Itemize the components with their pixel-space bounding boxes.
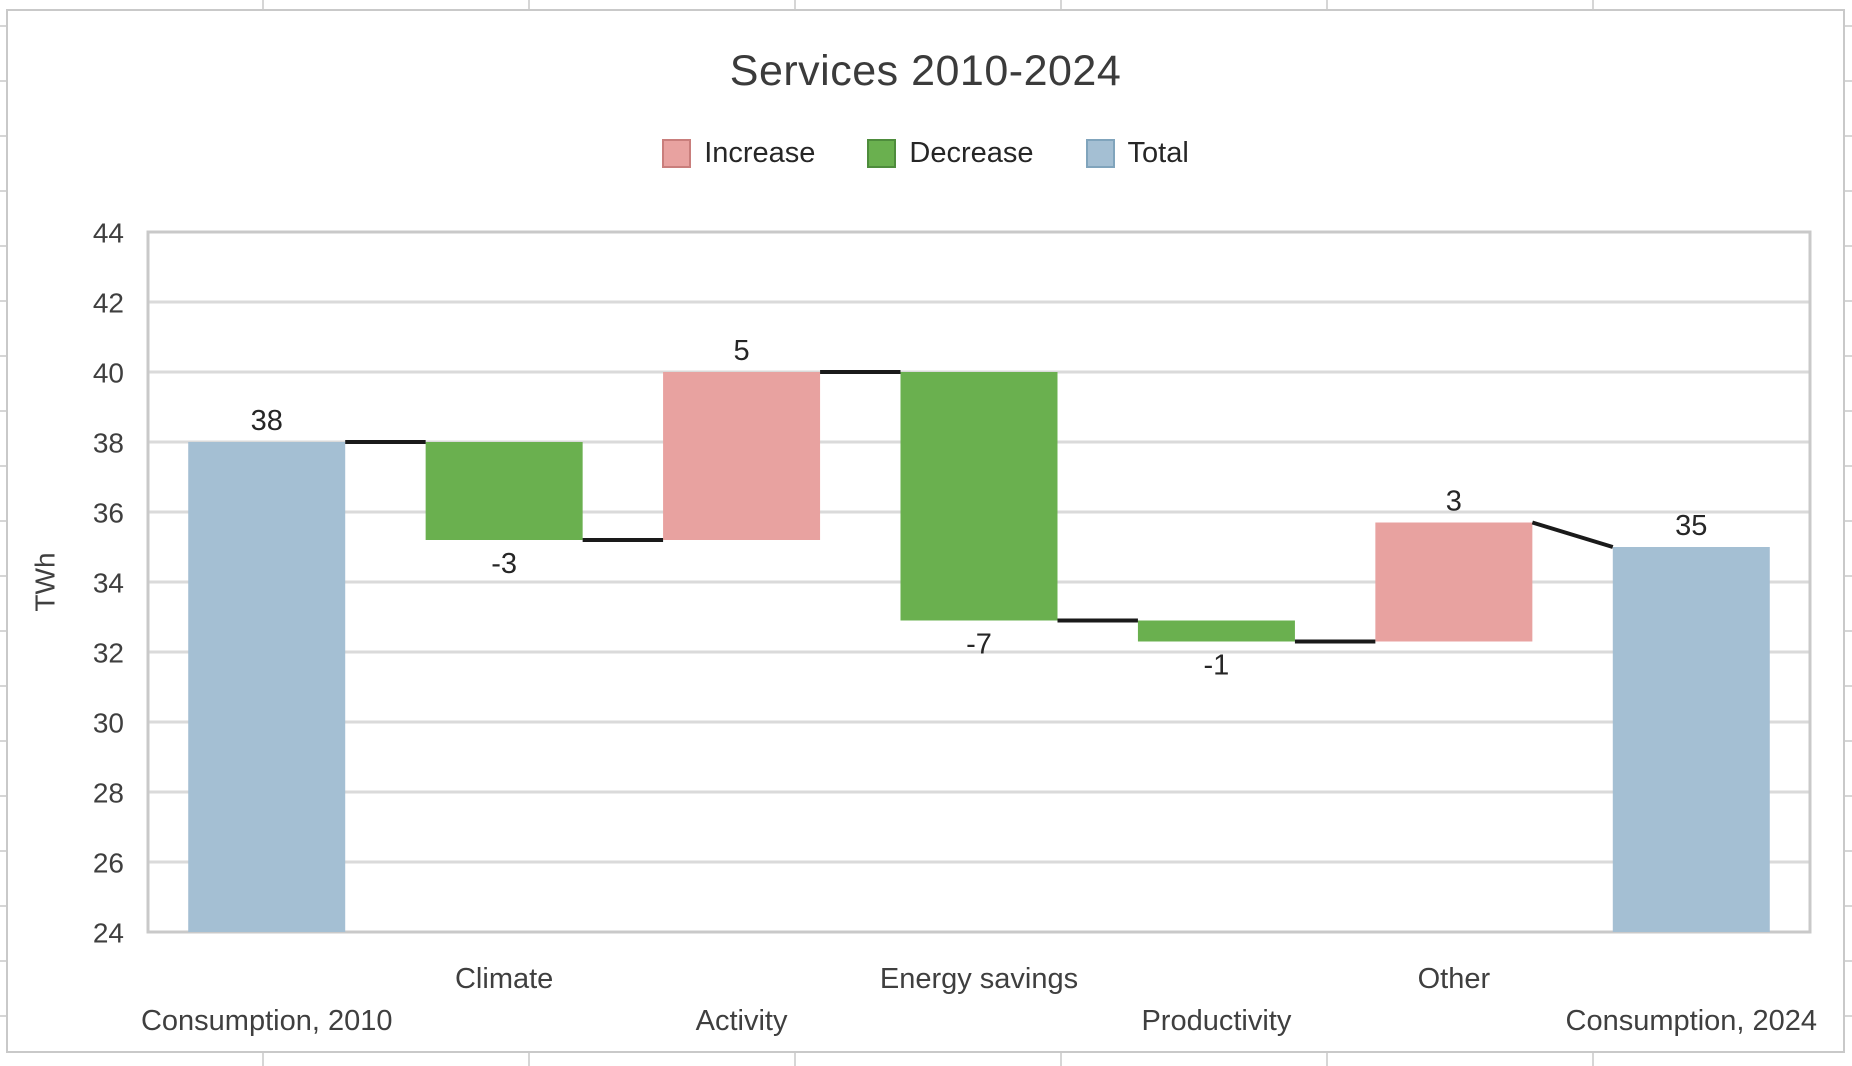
connector-line [1531, 520, 1614, 549]
legend-label-total: Total [1127, 136, 1189, 169]
x-axis-label: Activity [696, 1005, 788, 1037]
legend: Increase Decrease Total [8, 135, 1843, 171]
y-tick-label: 34 [93, 568, 124, 599]
bar-consumption-2010 [188, 442, 346, 932]
y-tick-label: 32 [93, 638, 124, 669]
y-tick-label: 36 [93, 498, 124, 529]
bar-value-label: -3 [491, 548, 517, 580]
x-axis-label: Energy savings [880, 963, 1078, 995]
bar-value-label: 38 [251, 405, 283, 437]
y-tick-label: 42 [93, 288, 124, 319]
y-tick-label: 24 [93, 918, 124, 949]
x-axis-label: Consumption, 2010 [141, 1005, 393, 1037]
legend-swatch-total-icon [1085, 138, 1115, 168]
legend-swatch-increase-icon [662, 138, 692, 168]
y-tick-label: 38 [93, 428, 124, 459]
y-axis-title: TWh [30, 552, 61, 611]
x-axis-label: Consumption, 2024 [1566, 1005, 1818, 1037]
y-tick-label: 28 [93, 778, 124, 809]
bar-activity [663, 372, 821, 540]
bar-climate [425, 442, 583, 540]
bar-energy-savings [900, 372, 1058, 621]
y-tick-label: 30 [93, 708, 124, 739]
y-tick-label: 40 [93, 358, 124, 389]
x-axis-label: Productivity [1141, 1005, 1291, 1037]
bar-other [1375, 522, 1533, 642]
bar-value-label: -7 [966, 629, 992, 661]
legend-label-decrease: Decrease [909, 136, 1034, 169]
legend-item-increase: Increase [662, 137, 815, 170]
bar-value-label: 5 [734, 335, 750, 367]
legend-swatch-decrease-icon [867, 138, 897, 168]
bar-value-label: 35 [1675, 510, 1707, 542]
legend-item-total: Total [1085, 136, 1189, 170]
legend-label-increase: Increase [704, 136, 816, 169]
bar-consumption-2024 [1612, 547, 1770, 932]
x-axis-label: Climate [455, 963, 553, 995]
bar-value-label: -1 [1204, 650, 1230, 682]
chart-title: Services 2010-2024 [729, 47, 1122, 95]
y-tick-label: 44 [93, 218, 124, 249]
bar-value-label: 3 [1446, 486, 1462, 518]
x-axis-label: Other [1418, 963, 1491, 995]
bar-productivity [1137, 620, 1295, 642]
plot-border [146, 230, 1812, 934]
legend-item-decrease: Decrease [867, 136, 1034, 170]
y-tick-label: 26 [93, 848, 124, 879]
